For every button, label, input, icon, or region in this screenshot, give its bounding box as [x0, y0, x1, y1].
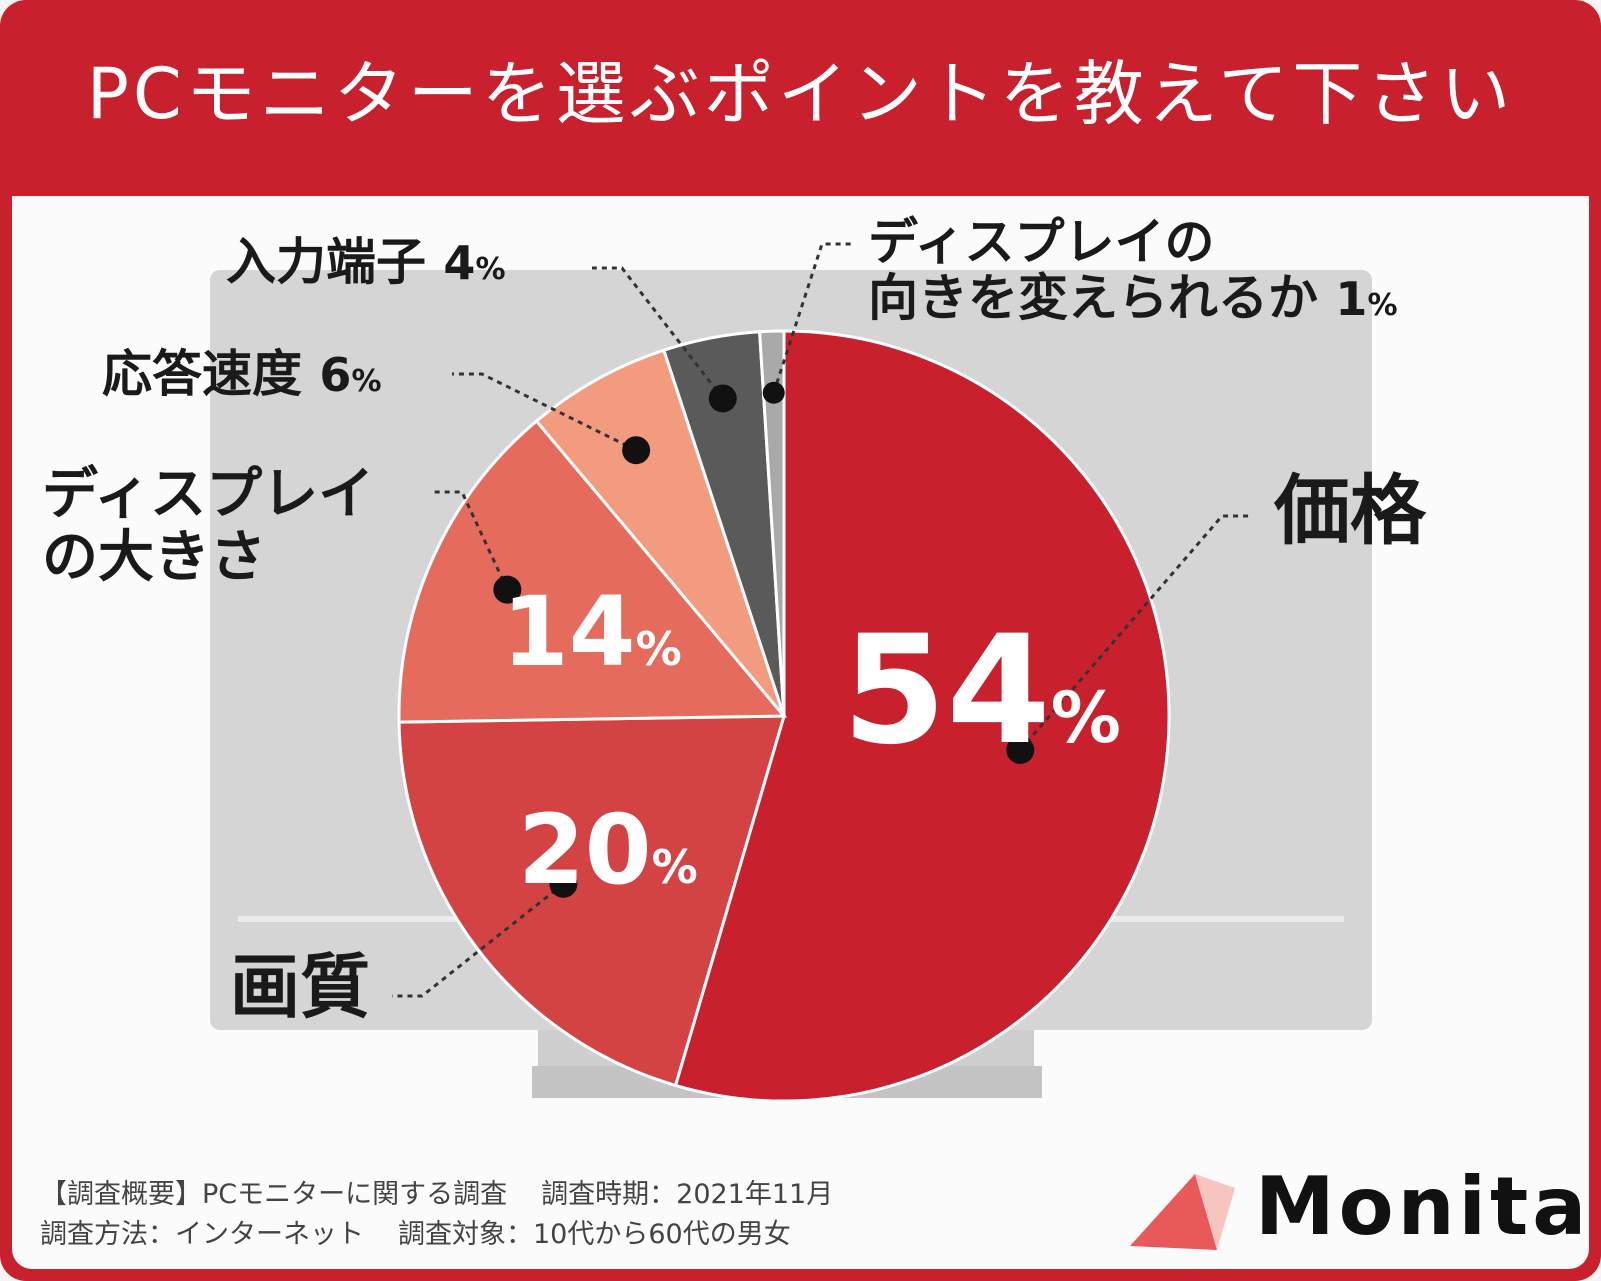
- logo-triangle-icon: [1130, 1174, 1217, 1250]
- pie-slice-orientation: [757, 329, 786, 717]
- leader-line-response: [452, 372, 637, 452]
- slice-value-quality: 20%: [518, 794, 698, 906]
- slice-value-size: 14%: [502, 576, 682, 688]
- leader-line-quality: [392, 882, 565, 998]
- pie-chart: [210, 242, 1372, 1103]
- slice-value-response: 6: [319, 348, 352, 402]
- leader-line-input: [592, 266, 724, 400]
- leader-dot-size: [493, 575, 522, 604]
- slice-value-input: 4: [443, 236, 476, 290]
- brand-logo-mark: [1130, 1174, 1235, 1250]
- survey-note-line1: 【調査概要】PCモニターに関する調査 調査時期：2021年11月: [40, 1179, 834, 1210]
- pie-slice-response: [534, 348, 786, 717]
- slice-label-price: 価格: [1274, 466, 1426, 555]
- pie-slices: [397, 329, 1171, 1103]
- leader-dot-quality: [549, 869, 578, 898]
- slice-label-response: 応答速度 6%: [102, 345, 382, 403]
- leader-dot-orientation: [762, 381, 785, 404]
- logo-triangle-light-icon: [1195, 1174, 1235, 1250]
- leader-dot-input: [708, 384, 737, 413]
- slice-label-input: 入力端子 4%: [226, 233, 506, 291]
- pie-slice-quality: [397, 714, 787, 1088]
- leader-lines: [392, 242, 1252, 998]
- slice-value-price: 54%: [842, 604, 1121, 778]
- leader-line-orientation: [772, 242, 852, 394]
- leader-line-price: [1019, 514, 1252, 751]
- chart-panel: 価格 画質 ディスプレイ の大きさ 応答速度 6% 入力端子 4% ディスプレイ…: [12, 196, 1589, 1269]
- slice-label-size: ディスプレイ の大きさ: [42, 462, 375, 590]
- survey-note-line2: 調査方法：インターネット 調査対象：10代から60代の男女: [40, 1219, 791, 1250]
- pie-slice-size: [397, 418, 788, 724]
- slice-label-quality: 画質: [230, 946, 370, 1028]
- leader-dot-response: [622, 436, 651, 465]
- slice-value-orientation: 1: [1335, 272, 1368, 326]
- pie-slice-price: [673, 329, 1171, 1103]
- chart-title: PCモニターを選ぶポイントを教えて下さい: [86, 53, 1515, 135]
- brand-logo-text: Monita: [1255, 1160, 1591, 1253]
- leader-dot-price: [1006, 735, 1035, 764]
- slice-label-orientation: ディスプレイの 向きを変えられるか 1%: [868, 213, 1398, 327]
